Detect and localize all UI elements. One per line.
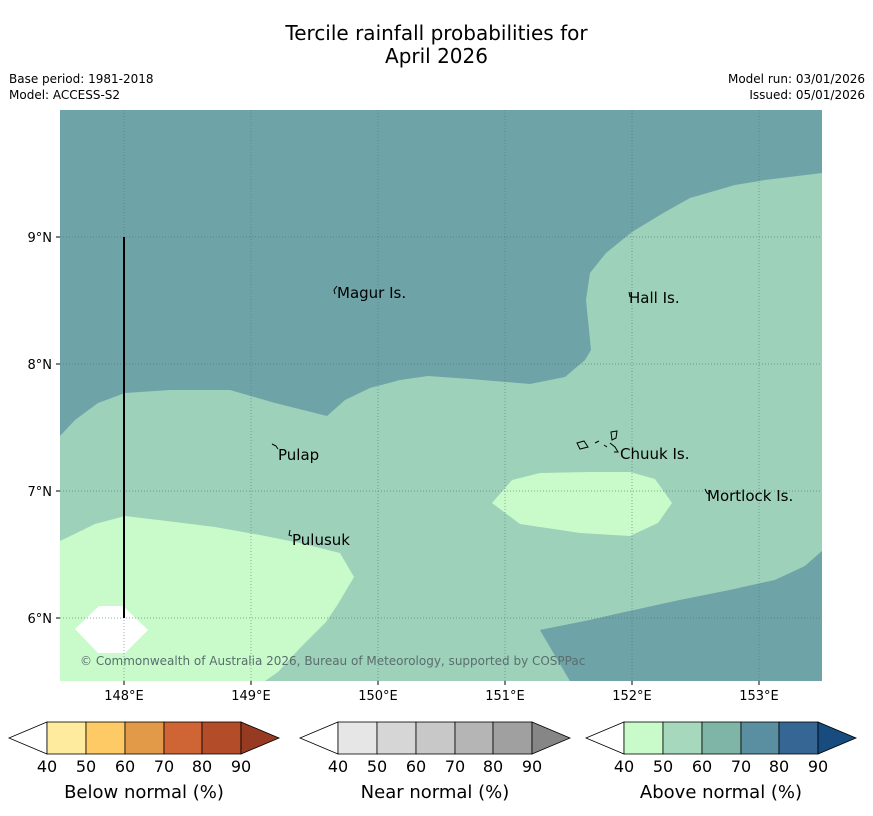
cb-above-seg-1 [623,721,664,755]
cb-above-tick-40: 40 [614,757,634,776]
lon-tick-151: 151°E [485,689,525,704]
lon-tick-149: 149°E [231,689,271,704]
cb-below-tick-70: 70 [154,757,174,776]
map-area: Magur Is. Hall Is. Pulap Chuuk Is. Mortl… [60,110,822,681]
base-period: Base period: 1981-2018 [9,72,154,86]
lon-tick-152: 152°E [612,689,652,704]
issued-date: Issued: 05/01/2026 [749,88,865,102]
cb-near-seg-2 [376,721,417,755]
meta-right: Model run: 03/01/2026 Issued: 05/01/2026 [728,71,865,103]
cb-above-tick-50: 50 [653,757,673,776]
lat-tick-8: 8°N [28,358,53,373]
cb-above-seg-3 [701,721,742,755]
cb-below-seg-3 [124,721,165,755]
cb-above-tick-80: 80 [769,757,789,776]
cb-near-tick-80: 80 [483,757,503,776]
cb-near-tick-70: 70 [445,757,465,776]
cb-above-tick-60: 60 [692,757,712,776]
cb-below-seg-5 [201,721,242,755]
cb-near-seg-3 [415,721,456,755]
cb-below-seg-2 [85,721,126,755]
place-pulap: Pulap [278,446,319,464]
model-name: Model: ACCESS-S2 [9,88,121,102]
lat-tick-7: 7°N [28,485,53,500]
cb-below-tick-50: 50 [76,757,96,776]
chart-title: Tercile rainfall probabilities for April… [0,22,873,68]
place-magur: Magur Is. [337,284,406,302]
lat-tick-6: 6°N [28,612,53,627]
place-hall: Hall Is. [629,289,680,307]
cb-near-seg-0 [298,721,339,755]
cb-below-seg-1 [46,721,87,755]
cb-below-seg-6 [240,721,281,755]
island-outlines [271,285,710,537]
lon-tick-153: 153°E [739,689,779,704]
cb-above-seg-0 [584,721,625,755]
colorbar-above-normal: 40 50 60 70 80 90 Above normal (%) [584,721,858,803]
cb-below-label: Below normal (%) [64,782,224,803]
cb-near-seg-5 [492,721,533,755]
cb-below-tick-80: 80 [192,757,212,776]
region-above-40-50-east [492,472,672,536]
colorbar-near-normal: 40 50 60 70 80 90 Near normal (%) [298,721,572,803]
cb-near-seg-4 [454,721,494,755]
cb-below-seg-4 [163,721,203,755]
lon-tick-labels: 148°E 149°E 150°E 151°E 152°E 153°E [104,689,779,704]
meta-left: Base period: 1981-2018 Model: ACCESS-S2 [9,71,154,103]
cb-near-tick-90: 90 [522,757,542,776]
copyright-text: © Commonwealth of Australia 2026, Bureau… [80,654,585,668]
lat-tick-labels: 9°N 8°N 7°N 6°N [28,231,53,627]
cb-near-tick-60: 60 [406,757,426,776]
cb-near-label: Near normal (%) [361,782,510,803]
title-line-1: Tercile rainfall probabilities for [285,21,588,45]
axis-ticks [56,236,760,685]
cb-near-tick-40: 40 [328,757,348,776]
cb-above-tick-90: 90 [808,757,828,776]
lat-tick-9: 9°N [28,231,53,246]
cb-below-tick-60: 60 [115,757,135,776]
cb-above-seg-2 [662,721,703,755]
cb-above-tick-70: 70 [731,757,751,776]
lon-tick-148: 148°E [104,689,144,704]
cb-above-seg-4 [740,721,780,755]
colorbar-below-normal: 40 50 60 70 80 90 Below normal (%) [7,721,281,803]
place-pulusuk: Pulusuk [292,531,350,549]
region-above-60-70-south [540,551,822,681]
place-mortlock: Mortlock Is. [707,487,793,505]
model-run: Model run: 03/01/2026 [727,72,865,86]
lon-tick-150: 150°E [358,689,398,704]
cb-near-seg-6 [531,721,572,755]
cb-below-seg-0 [7,721,48,755]
cb-below-tick-90: 90 [231,757,251,776]
cb-near-tick-50: 50 [367,757,387,776]
cb-near-seg-1 [337,721,378,755]
cb-above-label: Above normal (%) [640,782,802,803]
cb-below-tick-40: 40 [37,757,57,776]
place-chuuk: Chuuk Is. [620,445,689,463]
title-line-2: April 2026 [385,44,488,68]
cb-above-seg-5 [778,721,819,755]
cb-above-seg-6 [817,721,858,755]
